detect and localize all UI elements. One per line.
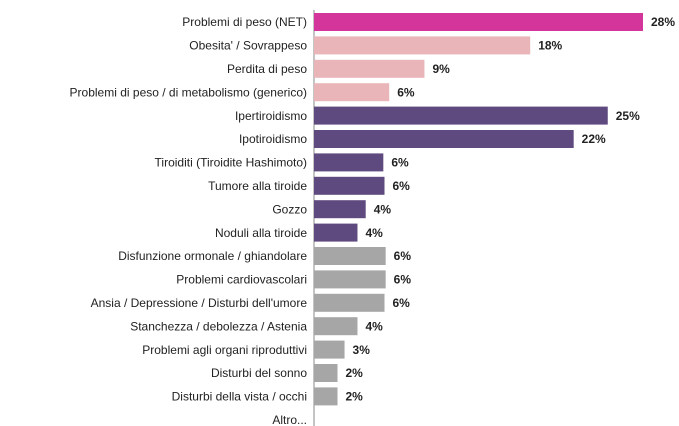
- bar: [314, 36, 531, 55]
- category-label: Tumore alla tiroide: [208, 179, 307, 193]
- value-label: 25%: [616, 109, 640, 123]
- bar: [314, 153, 384, 172]
- category-label: Ansia / Depressione / Disturbi dell'umor…: [91, 296, 308, 310]
- category-label: Problemi cardiovascolari: [176, 273, 307, 287]
- category-label: Disturbi della vista / occhi: [172, 390, 307, 404]
- value-label: 3%: [353, 343, 371, 357]
- bar: [314, 270, 386, 289]
- value-label: 18%: [538, 39, 562, 53]
- category-label: Problemi di peso / di metabolismo (gener…: [70, 85, 307, 99]
- category-label: Disfunzione ormonale / ghiandolare: [118, 249, 307, 263]
- bar: [314, 387, 338, 406]
- category-label: Ipotiroidismo: [239, 132, 307, 146]
- bar: [314, 223, 358, 242]
- bar: [314, 200, 366, 219]
- bar: [314, 176, 385, 195]
- bar: [314, 106, 608, 125]
- category-label: Noduli alla tiroide: [215, 226, 307, 240]
- category-label: Ipertiroidismo: [235, 109, 307, 123]
- category-label: Obesita' / Sovrappeso: [189, 39, 307, 53]
- bar: [314, 293, 385, 312]
- bar: [314, 340, 345, 359]
- value-label: 6%: [391, 156, 409, 170]
- bar: [314, 317, 358, 336]
- value-label: 6%: [394, 249, 412, 263]
- bar: [314, 83, 390, 102]
- category-label: Altro...: [272, 413, 307, 426]
- category-label: Problemi di peso (NET): [182, 15, 307, 29]
- value-label: 22%: [582, 132, 606, 146]
- bar: [314, 59, 425, 78]
- category-label: Stanchezza / debolezza / Astenia: [130, 319, 307, 333]
- value-label: 6%: [397, 85, 415, 99]
- category-label: Perdita di peso: [227, 62, 307, 76]
- category-label: Disturbi del sonno: [211, 366, 307, 380]
- bar: [314, 364, 338, 382]
- value-label: 6%: [393, 296, 411, 310]
- value-label: 4%: [374, 202, 392, 216]
- value-label: 4%: [365, 226, 383, 240]
- value-label: 2%: [346, 366, 364, 380]
- value-label: 6%: [393, 179, 411, 193]
- category-label: Problemi agli organi riproduttivi: [142, 343, 307, 357]
- value-label: 6%: [394, 273, 412, 287]
- bar: [314, 13, 643, 31]
- category-label: Tiroiditi (Tiroidite Hashimoto): [155, 156, 307, 170]
- bar: [314, 130, 574, 148]
- value-label: 2%: [346, 390, 364, 404]
- bar: [314, 247, 386, 265]
- value-label: 4%: [365, 319, 383, 333]
- value-label: 28%: [651, 15, 675, 29]
- value-label: 9%: [432, 62, 450, 76]
- category-label: Gozzo: [272, 202, 307, 216]
